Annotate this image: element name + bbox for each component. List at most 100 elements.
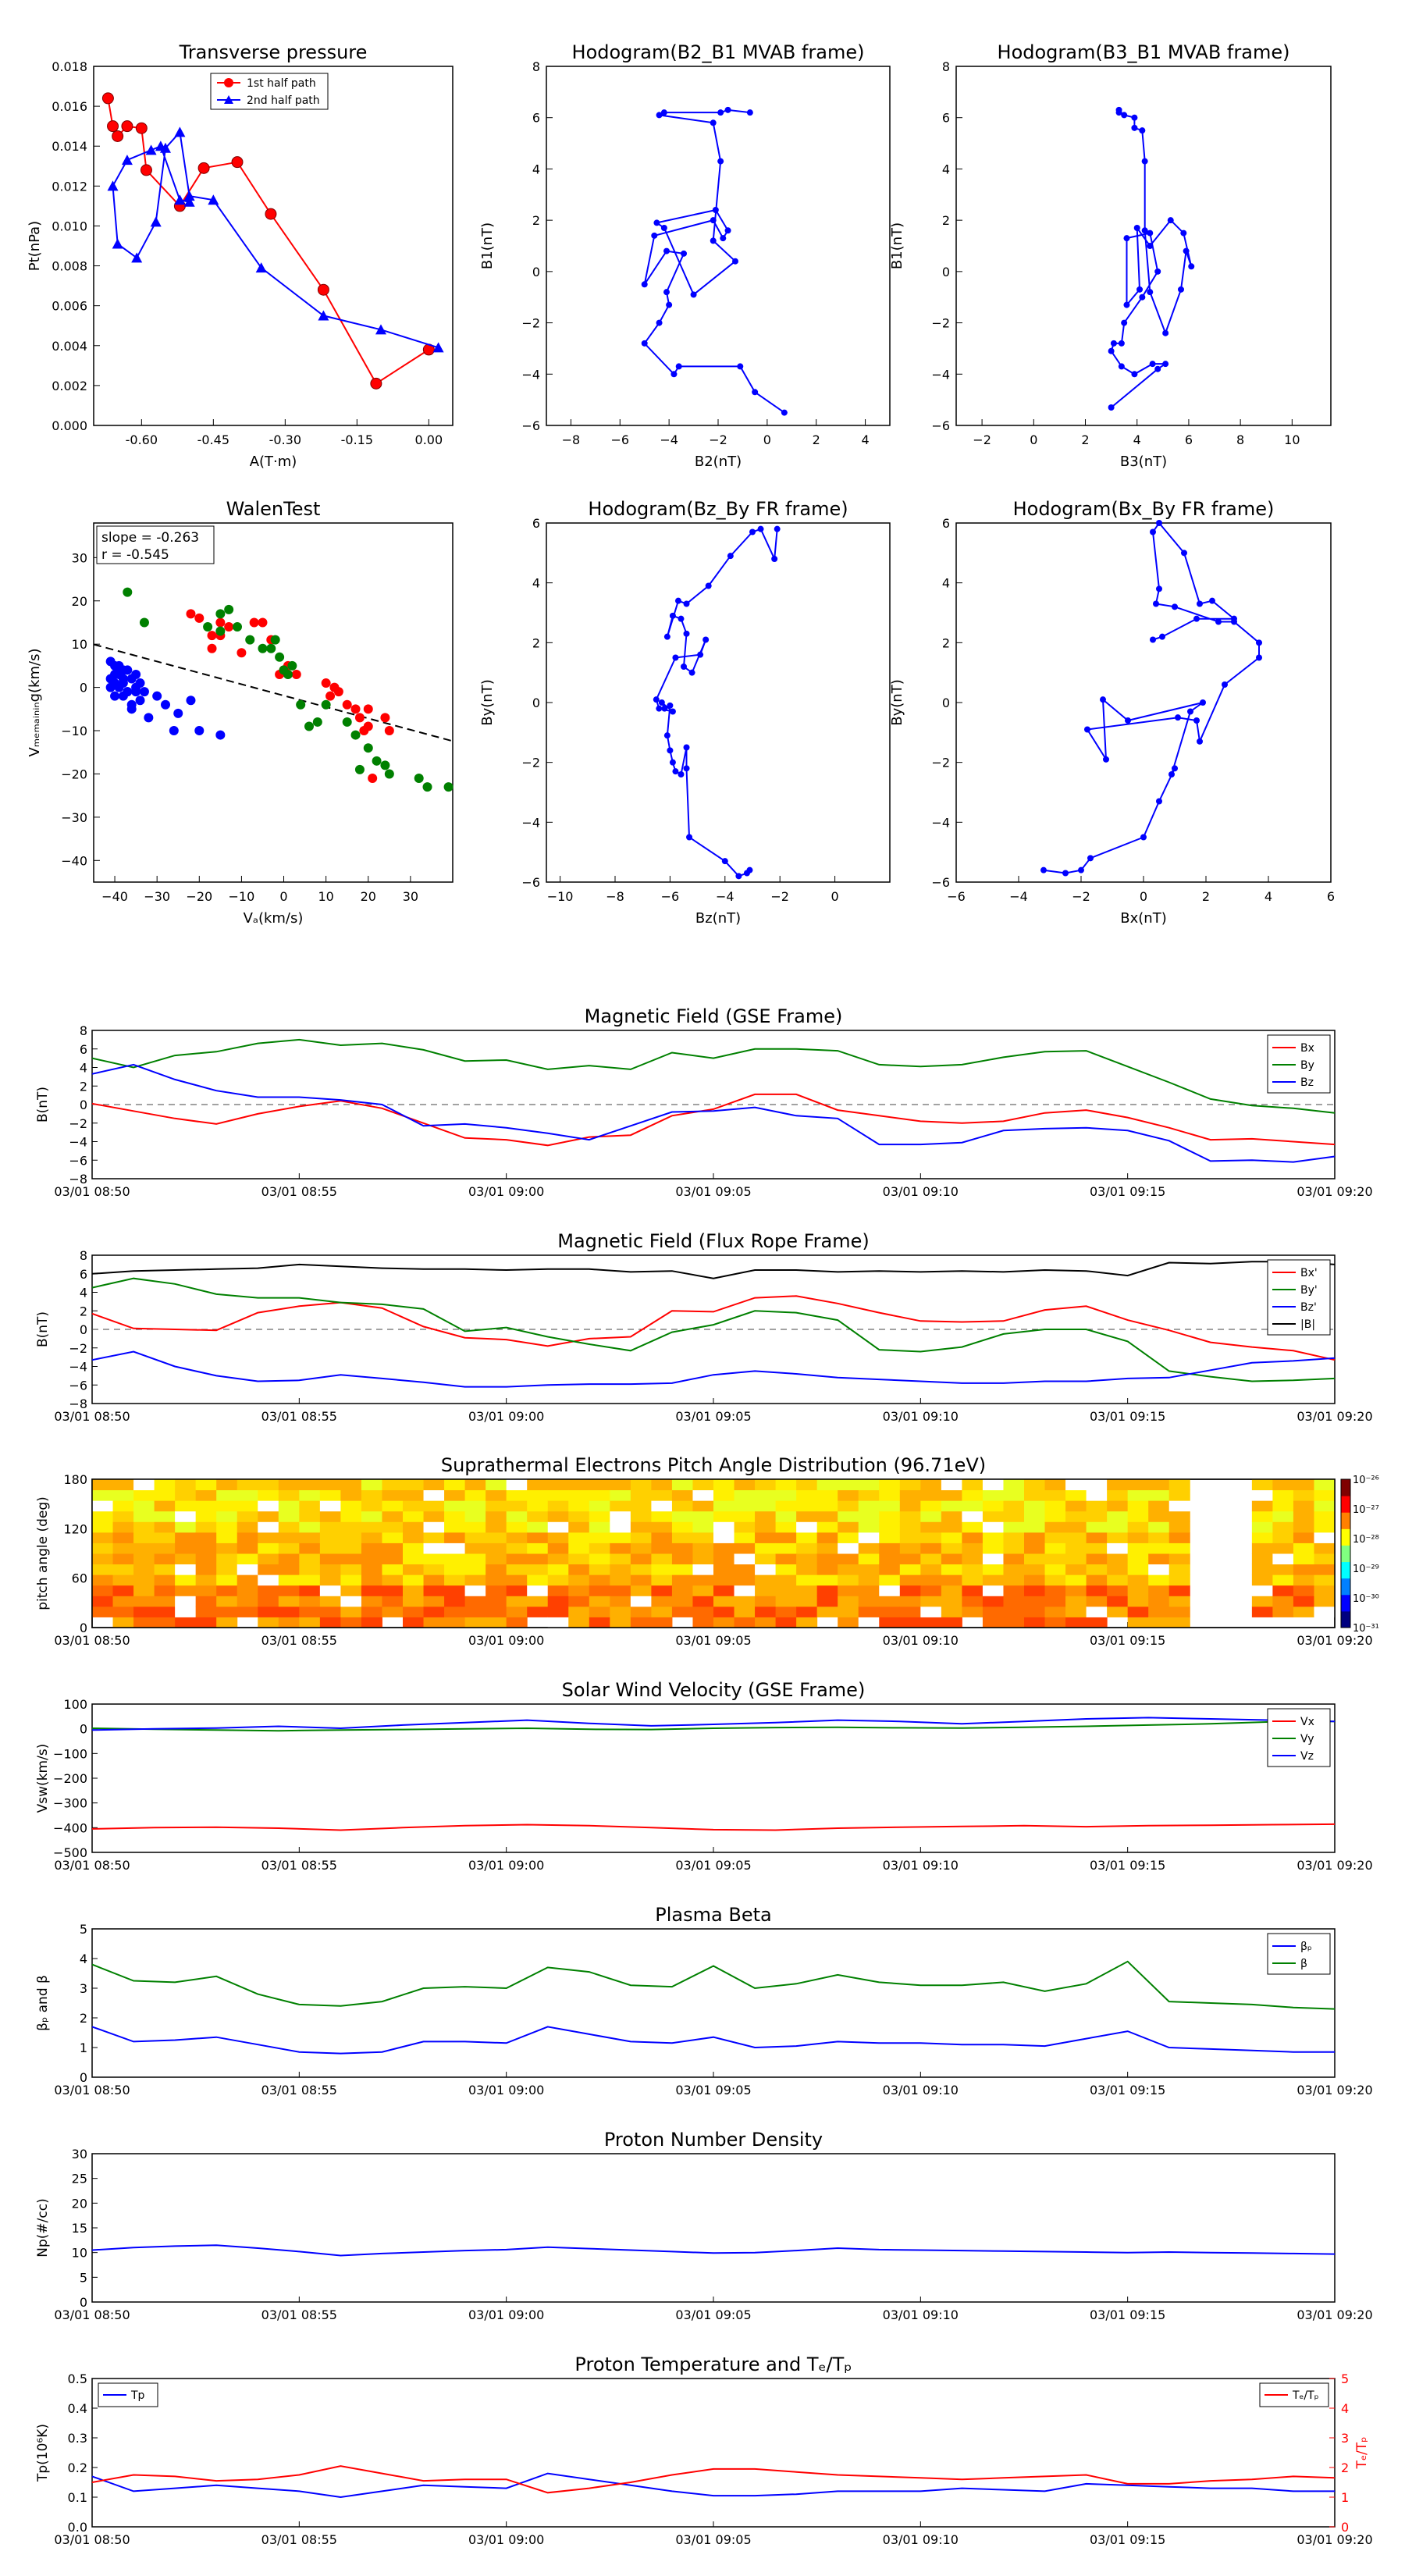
heatmap-cell xyxy=(403,1489,425,1501)
hodogram-point xyxy=(1172,765,1178,772)
heatmap-cell xyxy=(195,1542,217,1554)
heatmap-cell xyxy=(879,1606,901,1617)
heatmap-cell xyxy=(1251,1479,1273,1491)
heatmap-cell xyxy=(340,1617,362,1628)
heatmap-cell xyxy=(630,1479,652,1491)
heatmap-cell xyxy=(340,1521,362,1533)
heatmap-cell xyxy=(1065,1500,1087,1512)
heatmap-cell xyxy=(796,1521,818,1533)
plot-title: Proton Temperature and Tₑ/Tₚ xyxy=(574,2354,852,2375)
time-tick-label: 03/01 09:00 xyxy=(468,1184,544,1199)
hodogram-point xyxy=(653,696,660,703)
marker-2nd-half xyxy=(183,190,195,201)
heatmap-cell xyxy=(278,1521,300,1533)
x-tick-label: -0.45 xyxy=(197,432,229,447)
heatmap-cell xyxy=(692,1553,714,1565)
hodogram-point xyxy=(1175,714,1181,721)
hodogram-point xyxy=(1162,361,1169,368)
heatmap-cell xyxy=(838,1532,859,1543)
heatmap-cell xyxy=(237,1500,258,1512)
hodogram-point xyxy=(737,363,744,370)
heatmap-cell xyxy=(258,1542,279,1554)
heatmap-cell xyxy=(692,1585,714,1596)
heatmap-cell xyxy=(651,1479,673,1491)
heatmap-cell xyxy=(713,1479,735,1491)
hodogram-point xyxy=(674,597,681,604)
heatmap-cell xyxy=(1003,1596,1025,1607)
legend-label: Tₑ/Tₚ xyxy=(1292,2389,1319,2402)
walen-point xyxy=(139,687,149,697)
heatmap-cell xyxy=(1127,1596,1149,1607)
x-tick-label: 2 xyxy=(1081,432,1089,447)
heatmap-cell xyxy=(154,1542,176,1554)
heatmap-cell xyxy=(941,1606,962,1617)
colorbar-segment xyxy=(1341,1512,1350,1529)
heatmap-cell xyxy=(154,1479,176,1491)
heatmap-cell xyxy=(278,1606,300,1617)
y-tick-label: 4 xyxy=(942,576,950,591)
x-tick-label: 0 xyxy=(763,432,771,447)
walen-point xyxy=(194,726,205,736)
heatmap-cell xyxy=(1272,1585,1294,1596)
heatmap-cell xyxy=(506,1510,528,1522)
heatmap-cell xyxy=(630,1542,652,1554)
heatmap-cell xyxy=(382,1606,404,1617)
heatmap-cell xyxy=(154,1553,176,1565)
heatmap-cell xyxy=(361,1574,382,1586)
heatmap-cell xyxy=(568,1532,590,1543)
heatmap-cell xyxy=(1086,1553,1108,1565)
heatmap-cell xyxy=(755,1574,777,1586)
heatmap-cell xyxy=(858,1564,880,1575)
heatmap-cell xyxy=(568,1500,590,1512)
heatmap-cell xyxy=(858,1585,880,1596)
heatmap-cell xyxy=(464,1489,486,1501)
heatmap-cell xyxy=(1003,1553,1025,1565)
walen-point xyxy=(275,652,285,662)
heatmap-cell xyxy=(1314,1553,1336,1565)
y-tick-label: −4 xyxy=(521,815,540,830)
heatmap-cell xyxy=(1293,1553,1314,1565)
heatmap-cell xyxy=(1065,1564,1087,1575)
heatmap-cell xyxy=(920,1553,942,1565)
heatmap-cell xyxy=(195,1510,217,1522)
time-tick-label: 03/01 08:55 xyxy=(261,2083,337,2097)
heatmap-cell xyxy=(1314,1500,1336,1512)
heatmap-cell xyxy=(258,1574,279,1586)
y-tick-label: 4 xyxy=(532,576,540,591)
heatmap-cell xyxy=(216,1574,238,1586)
heatmap-cell xyxy=(112,1574,134,1586)
heatmap-cell xyxy=(568,1596,590,1607)
heatmap-cell xyxy=(175,1521,197,1533)
heatmap-cell xyxy=(630,1532,652,1543)
y-tick-label: −6 xyxy=(521,875,540,890)
hodogram-point xyxy=(656,112,663,119)
heatmap-cell xyxy=(527,1532,549,1543)
heatmap-cell xyxy=(755,1489,777,1501)
y-tick-label: 8 xyxy=(80,1248,87,1263)
heatmap-cell xyxy=(1107,1532,1129,1543)
heatmap-cell xyxy=(568,1479,590,1491)
y-tick-label: −20 xyxy=(61,767,87,781)
heatmap-cell xyxy=(630,1606,652,1617)
heatmap-cell xyxy=(755,1606,777,1617)
heatmap-cell xyxy=(982,1553,1004,1565)
heatmap-cell xyxy=(568,1510,590,1522)
series-bz-prime xyxy=(91,1350,1336,1388)
heatmap-cell xyxy=(1293,1606,1314,1617)
series-bx xyxy=(91,1093,1336,1147)
hodogram-path xyxy=(655,528,778,877)
heatmap-cell xyxy=(486,1510,507,1522)
plot-frame xyxy=(91,1478,1336,1628)
heatmap-cell xyxy=(216,1489,238,1501)
hodogram-point xyxy=(717,109,724,116)
heatmap-cell xyxy=(486,1585,507,1596)
heatmap-cell xyxy=(299,1532,321,1543)
hodogram-point xyxy=(658,699,665,706)
walen-point xyxy=(207,631,217,641)
hodogram-point xyxy=(663,633,670,640)
hodogram-point xyxy=(1231,615,1237,622)
heatmap-cell xyxy=(1127,1532,1149,1543)
heatmap-cell xyxy=(444,1564,466,1575)
heatmap-cell xyxy=(258,1606,279,1617)
